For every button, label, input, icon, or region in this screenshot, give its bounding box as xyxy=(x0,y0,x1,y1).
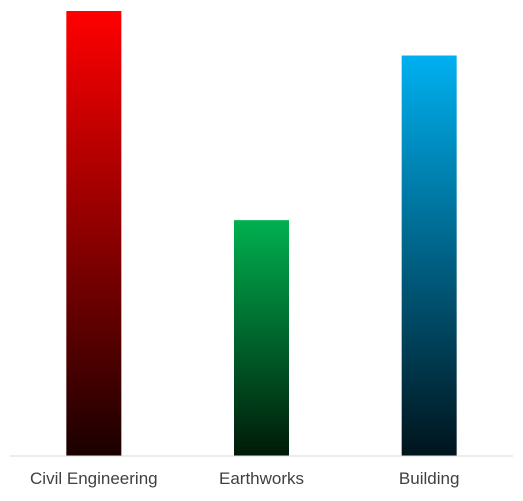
bar-civil-engineering xyxy=(66,11,121,456)
x-tick-label: Civil Engineering xyxy=(30,469,158,488)
x-axis-labels: Civil Engineering Earthworks Building xyxy=(30,469,459,488)
x-tick-label: Building xyxy=(399,469,460,488)
bar-earthworks xyxy=(234,220,289,456)
bars-group xyxy=(66,11,456,456)
bar-building xyxy=(402,56,457,457)
x-tick-label: Earthworks xyxy=(219,469,304,488)
